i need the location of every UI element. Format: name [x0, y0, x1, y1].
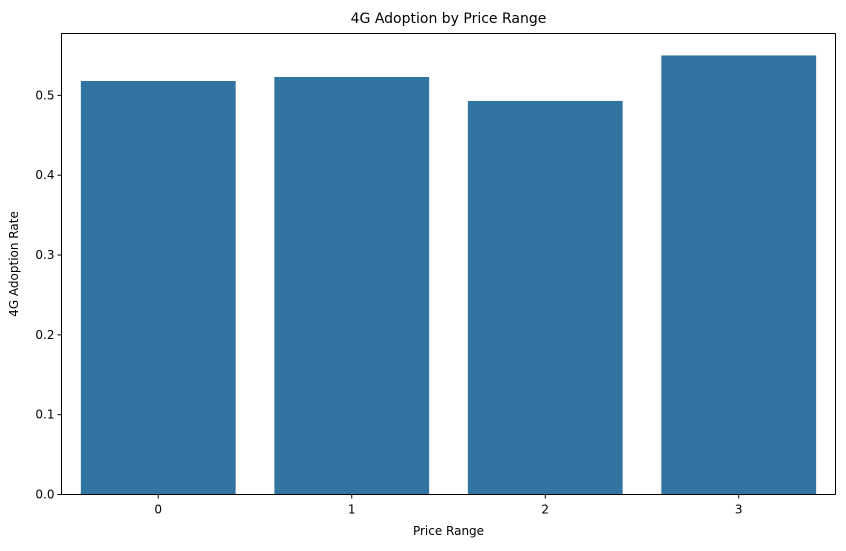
x-tick-label: 1: [348, 503, 356, 517]
y-tick-label: 0.0: [35, 488, 54, 502]
y-tick-label: 0.3: [35, 248, 54, 262]
bar-0: [80, 80, 236, 495]
bar-3: [661, 55, 817, 495]
bars-group: [80, 55, 817, 495]
y-axis-label: 4G Adoption Rate: [7, 211, 21, 317]
y-tick-label: 0.5: [35, 88, 54, 102]
y-tick-label: 0.2: [35, 328, 54, 342]
y-ticks-group: 0.0 0.1 0.2 0.3 0.4 0.5: [35, 88, 62, 502]
bar-1: [274, 77, 430, 495]
bar-2: [467, 100, 623, 495]
x-tick-label: 3: [735, 503, 743, 517]
x-tick-label: 2: [541, 503, 549, 517]
plot-frame: [61, 33, 836, 495]
x-tick-label: 0: [154, 503, 162, 517]
x-ticks-group: 0 1 2 3: [154, 494, 743, 517]
x-axis-label: Price Range: [413, 524, 484, 538]
chart-title: 4G Adoption by Price Range: [351, 11, 547, 27]
y-tick-label: 0.4: [35, 168, 54, 182]
y-tick-label: 0.1: [35, 408, 54, 422]
